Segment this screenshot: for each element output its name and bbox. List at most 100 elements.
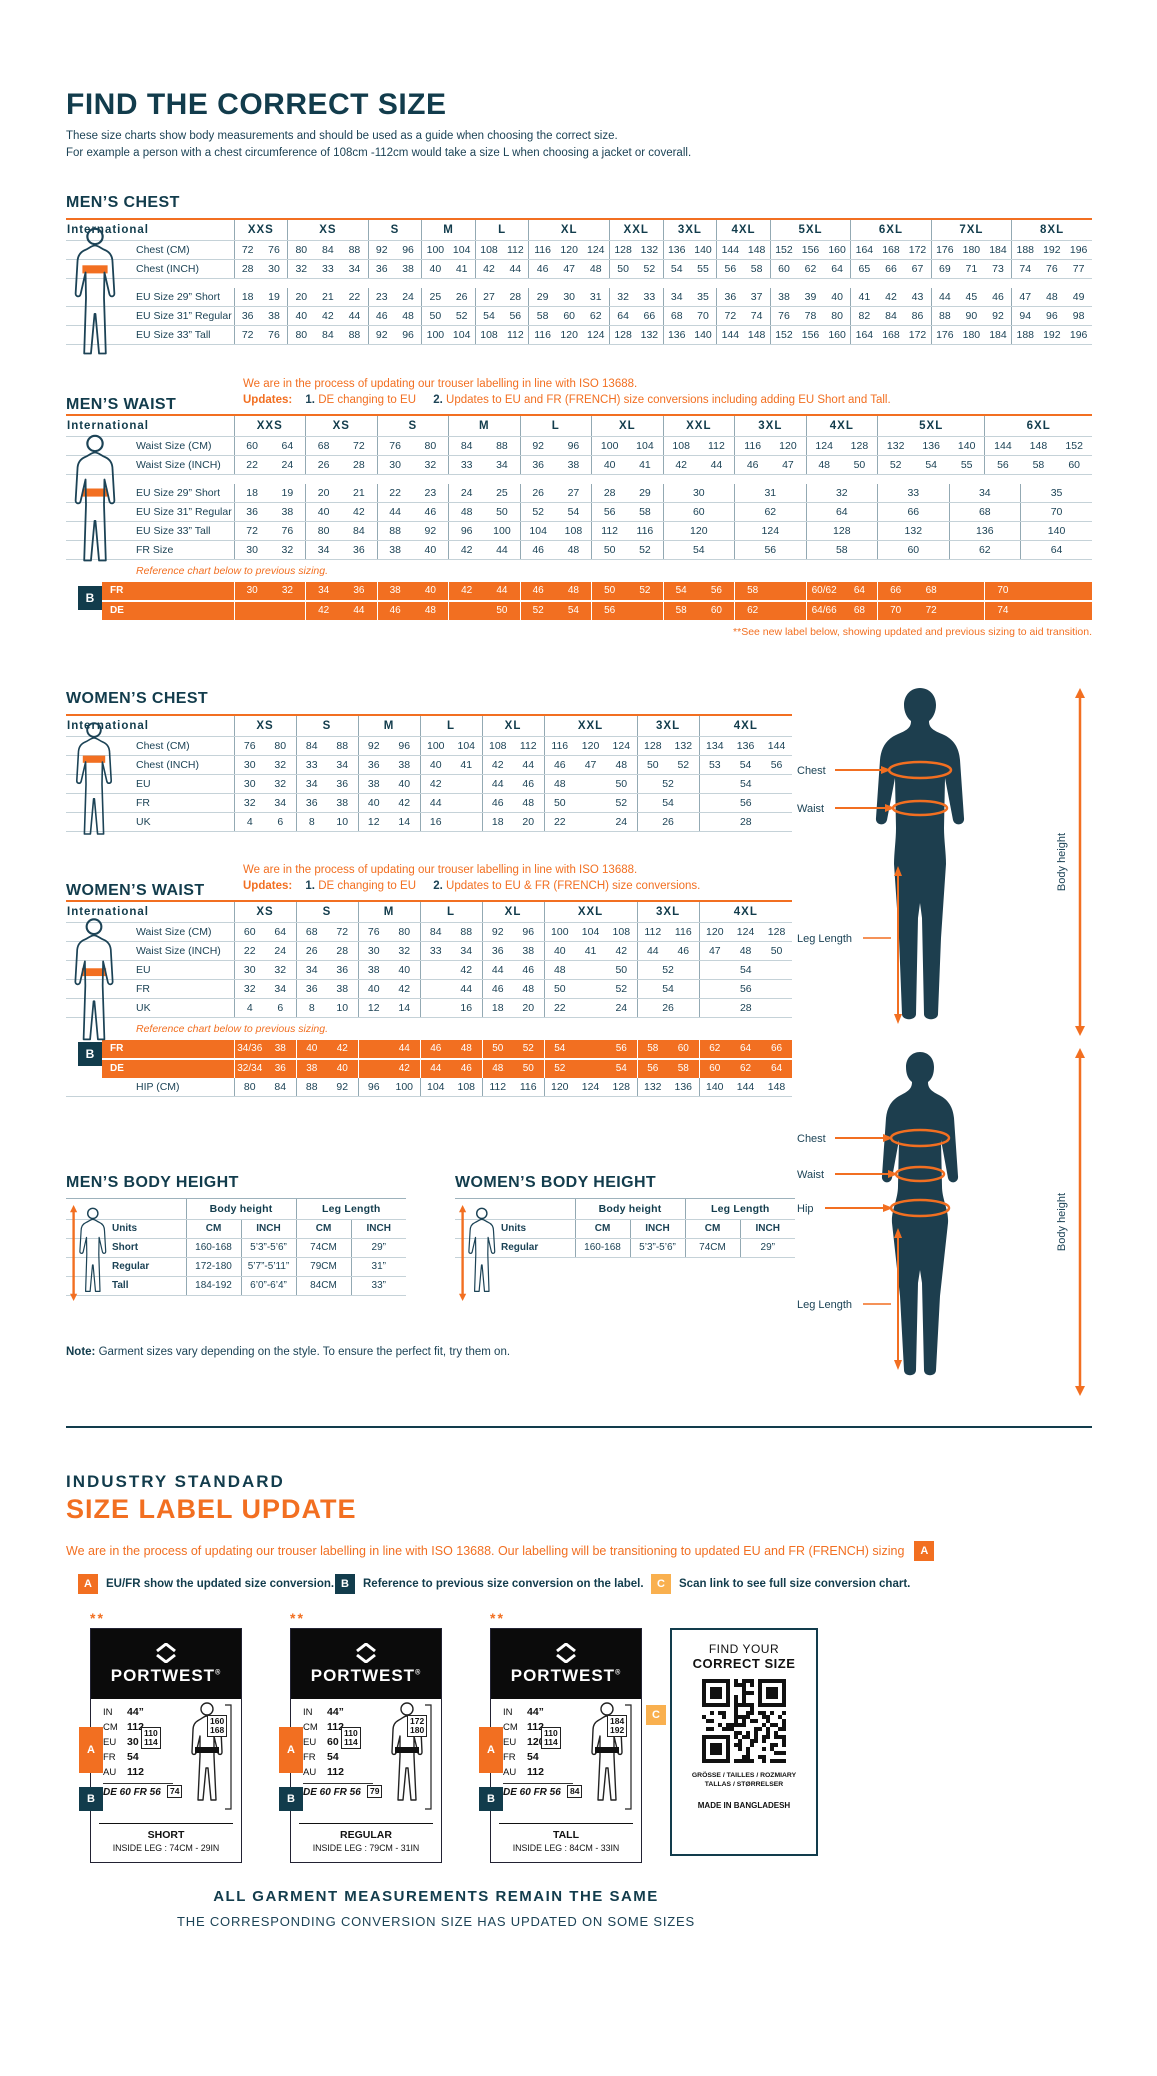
row-label: EU Size 29” Short [66, 288, 234, 307]
cell: 80 [233, 1078, 265, 1097]
size-label-card-regular: ** PORTWEST® IN 44” CM 112 EU 60 FR 54 AU 112… [279, 1610, 442, 1863]
cell: 176 [930, 325, 958, 345]
cell: 38 [376, 540, 413, 560]
cell: 14 [389, 812, 421, 832]
cell: 46 [543, 755, 576, 775]
cell: 54 [636, 979, 700, 999]
womens-chest-heading: WOMEN’S CHEST [66, 690, 209, 707]
cell: 29 [627, 484, 664, 503]
cell: 44 [419, 793, 452, 813]
cell: 74CM [295, 1238, 351, 1258]
cell: 136 [662, 325, 690, 345]
womens-previous-sizing-table: FR 34/36 38 40 42 44 46 48 50 52 54 56 58 60 62 64 66 DE 3… [102, 1040, 792, 1078]
womens-waist-section: We are in the process of updating our tr… [66, 862, 793, 1097]
cell: 50 [636, 755, 669, 775]
cell [451, 812, 483, 832]
cell: 42 [419, 774, 452, 794]
cell: 23 [412, 484, 449, 503]
cell: 38 [394, 259, 422, 279]
cell: 40 [327, 1059, 358, 1078]
cell: 40 [591, 455, 628, 475]
cell: S [295, 902, 359, 923]
womens-chest-table: International XS S M L XL XXL 3XL 4XL Chest (CM) 7… [66, 714, 793, 835]
cell: 41 [448, 259, 476, 279]
cell: 40 [357, 979, 390, 999]
row-label: International [66, 220, 234, 241]
cell: 6XL [850, 220, 932, 241]
table-row: Reference chart below to previous sizing… [66, 560, 1092, 580]
cell: 96 [1038, 306, 1066, 326]
cell: 50 [543, 793, 576, 813]
cell [627, 601, 663, 620]
badge-a: A [479, 1727, 503, 1773]
cell: 32 [412, 455, 449, 475]
cell: 172-180 [185, 1257, 241, 1277]
cell: 112 [636, 922, 669, 942]
cell: 78 [797, 306, 824, 326]
cell: 134 [698, 736, 731, 756]
label-card: PORTWEST® IN 44” CM 112 EU 60 FR 54 AU 112 DE… [279, 1628, 442, 1863]
cell: 58 [743, 259, 771, 279]
cell: XS [233, 716, 296, 737]
cell: 80 [412, 436, 449, 456]
cell: 54 [636, 793, 700, 813]
table-row: EU Size 31” Regular 36 38 40 42 44 46 48 50 52 54 5… [66, 306, 1093, 326]
cell: 48 [448, 502, 485, 522]
cell: 64 [805, 502, 878, 522]
industry-intro: We are in the process of updating our tr… [66, 1541, 1092, 1561]
row-label: Chest (INCH) [66, 259, 234, 279]
cell: 172 [904, 325, 932, 345]
cell: 3XL [636, 902, 700, 923]
cell: 12 [357, 812, 390, 832]
cell: 44 [341, 601, 377, 620]
cell: 3XL [734, 416, 807, 437]
table-row: Waist Size (INCH) 22 24 26 28 30 32 33 34 36 38 40 4… [66, 941, 793, 961]
cell: 19 [260, 288, 288, 307]
cell: 88 [930, 306, 958, 326]
label-figure-icon [591, 1702, 632, 1810]
cell: 66 [761, 1040, 792, 1060]
size-table: FR 34/36 38 40 42 44 46 48 50 52 54 56 58 60 62 64 66 DE 3… [102, 1040, 792, 1078]
cell: Reference chart below to previous sizing… [136, 565, 329, 577]
cell: 28 [233, 259, 261, 279]
legend-item-a: A EU/FR show the updated size conversion… [78, 1574, 334, 1594]
womens-body-height-section: WOMEN’S BODY HEIGHT Body height Leg Lengt… [455, 1174, 796, 1301]
cell: XS [233, 902, 296, 923]
cell: 47 [555, 259, 583, 279]
cell: 104 [451, 736, 483, 756]
cell: 32 [608, 288, 637, 307]
cell [66, 475, 1092, 485]
cell: 68 [305, 436, 342, 456]
cell: 50 [421, 306, 449, 326]
cell: 44 [636, 941, 669, 961]
cell: 74 [1011, 259, 1039, 279]
cell: 38 [260, 306, 288, 326]
legend-text: Scan link to see full size conversion ch… [679, 1578, 911, 1590]
cell: 47 [1011, 288, 1039, 307]
table-row: Waist Size (CM) 60 64 68 72 76 80 84 88 92 96 100 10… [66, 922, 793, 942]
cell: 26 [636, 812, 700, 832]
leg-size-box: 74 [167, 1785, 183, 1798]
badge-a: A [279, 1727, 303, 1773]
table-row: EU Size 33” Tall 72 76 80 84 88 92 96 100 104 108 1… [66, 521, 1093, 541]
cell: 180 [957, 240, 985, 260]
cell: 26 [295, 941, 327, 961]
cell: 76 [769, 306, 798, 326]
cell: 144 [716, 325, 744, 345]
cell [419, 998, 452, 1018]
cell: 120 [543, 1078, 575, 1097]
table-row: Units CM INCH CM INCH [455, 1219, 796, 1239]
cell: 70 [689, 306, 717, 326]
cell: 10 [327, 998, 359, 1018]
cell: 22 [233, 941, 265, 961]
row-label: Units [455, 1219, 575, 1239]
cell: 42 [341, 502, 378, 522]
stars: ** [490, 1610, 505, 1626]
previous-size-row: DE 60 FR 56 [303, 1783, 373, 1798]
cell: 44 [389, 1040, 420, 1060]
cell: 52 [636, 774, 700, 794]
cell: 56 [761, 755, 793, 775]
table-row: DE 32/34 36 38 40 42 44 46 48 50 52 54 56 58 60 62 64 [102, 1059, 792, 1078]
cell: 156 [797, 240, 824, 260]
cell [1020, 601, 1057, 620]
